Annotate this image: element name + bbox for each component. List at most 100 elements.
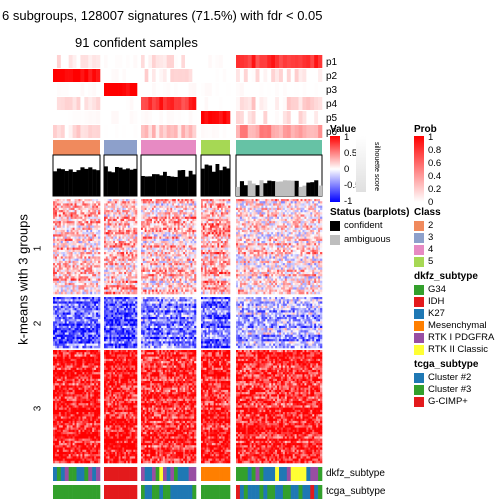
heatmap-cell xyxy=(96,280,99,284)
heatmap-cell xyxy=(62,214,66,217)
prob-cell-p2 xyxy=(267,69,272,82)
heatmap-cell xyxy=(190,265,193,268)
heatmap-cell xyxy=(185,269,188,273)
heatmap-cell xyxy=(215,271,218,275)
heatmap-cell xyxy=(133,247,136,251)
heatmap-cell xyxy=(131,278,134,282)
heatmap-cell xyxy=(213,258,216,262)
heatmap-cell xyxy=(286,218,290,222)
heatmap-cell xyxy=(109,282,112,286)
heatmap-cell xyxy=(90,269,93,273)
heatmap-cell xyxy=(107,267,110,270)
prob-cell-p6 xyxy=(84,125,89,138)
heatmap-cell xyxy=(202,249,205,253)
heatmap-cell xyxy=(141,278,144,282)
heatmap-cell xyxy=(294,223,297,226)
heatmap-cell xyxy=(202,278,205,282)
heatmap-cell xyxy=(273,225,276,229)
heatmap-cell xyxy=(194,260,197,264)
heatmap-cell xyxy=(129,212,132,215)
heatmap-cell xyxy=(263,214,266,217)
heatmap-cell xyxy=(107,249,110,253)
heatmap-cell xyxy=(220,256,224,259)
heatmap-cell xyxy=(115,223,118,226)
heatmap-cell xyxy=(70,289,73,293)
heatmap-cell xyxy=(217,201,220,204)
heatmap-cell xyxy=(76,216,79,220)
heatmap-cell xyxy=(159,203,162,206)
prob-cell-p5 xyxy=(163,111,167,124)
heatmap-cell xyxy=(120,254,123,257)
heatmap-cell xyxy=(241,223,245,226)
heatmap-cell xyxy=(82,278,85,282)
heatmap-cell xyxy=(188,278,191,282)
heatmap-cell xyxy=(94,218,97,222)
heatmap-cell xyxy=(84,234,87,237)
heatmap-cell xyxy=(202,203,205,206)
heatmap-cell xyxy=(120,249,123,253)
heatmap-cell xyxy=(135,212,138,215)
heatmap-cell xyxy=(185,227,188,231)
heatmap-cell xyxy=(236,207,239,211)
heatmap-cell xyxy=(279,229,282,233)
heatmap-cell xyxy=(217,210,220,213)
heatmap-cell xyxy=(310,210,313,213)
heatmap-cell xyxy=(249,199,252,202)
heatmap-cell xyxy=(107,207,110,211)
heatmap-cell xyxy=(82,243,85,246)
heatmap-cell xyxy=(72,263,75,266)
heatmap-cell xyxy=(133,203,136,206)
heatmap-cell xyxy=(115,260,118,264)
heatmap-cell xyxy=(62,256,66,259)
heatmap-cell xyxy=(142,263,145,266)
heatmap-cell xyxy=(179,287,182,290)
heatmap-cell xyxy=(92,256,95,259)
prob-cell-p5 xyxy=(148,111,153,124)
heatmap-cell xyxy=(179,278,182,282)
heatmap-cell xyxy=(183,240,186,244)
heatmap-cell xyxy=(306,223,309,226)
heatmap-cell xyxy=(115,276,118,279)
prob-cell-p6 xyxy=(111,125,116,138)
heatmap-cell xyxy=(90,265,93,268)
heatmap-cell xyxy=(74,240,77,244)
heatmap-cell xyxy=(222,267,225,270)
heatmap-cell xyxy=(186,199,189,202)
heatmap-cell xyxy=(237,214,241,217)
heatmap-cell xyxy=(228,210,231,213)
heatmap-cell xyxy=(127,210,130,213)
prob-cell-p4 xyxy=(166,97,171,110)
heatmap-cell xyxy=(249,229,252,233)
heatmap-cell xyxy=(115,280,118,284)
heatmap-cell xyxy=(96,289,99,293)
heatmap-cell xyxy=(183,216,186,220)
heatmap-cell xyxy=(133,225,136,229)
heatmap-cell xyxy=(60,221,64,224)
heatmap-cell xyxy=(202,265,205,268)
heatmap-cell xyxy=(146,252,149,255)
prob-cell-p6 xyxy=(226,125,231,138)
heatmap-cell xyxy=(220,212,224,215)
heatmap-cell xyxy=(142,238,145,242)
heatmap-cell xyxy=(194,247,197,251)
heatmap-cell xyxy=(131,247,134,251)
heatmap-cell xyxy=(56,285,60,288)
heatmap-cell xyxy=(105,229,108,233)
heatmap-cell xyxy=(183,278,186,282)
heatmap-cell xyxy=(152,203,155,206)
heatmap-cell xyxy=(115,267,118,270)
heatmap-cell xyxy=(131,207,134,211)
heatmap-cell xyxy=(192,274,195,277)
heatmap-cell xyxy=(172,287,175,290)
heatmap-cell xyxy=(308,223,311,226)
heatmap-cell xyxy=(150,278,153,282)
heatmap-cell xyxy=(58,214,62,217)
heatmap-cell xyxy=(68,223,71,226)
heatmap-cell xyxy=(271,223,274,226)
heatmap-cell xyxy=(208,229,211,233)
heatmap-cell xyxy=(210,258,213,262)
prob-cell-p3 xyxy=(290,83,295,96)
prob-cell-p1 xyxy=(92,55,97,68)
heatmap-cell xyxy=(141,249,144,253)
heatmap-cell xyxy=(243,227,247,231)
